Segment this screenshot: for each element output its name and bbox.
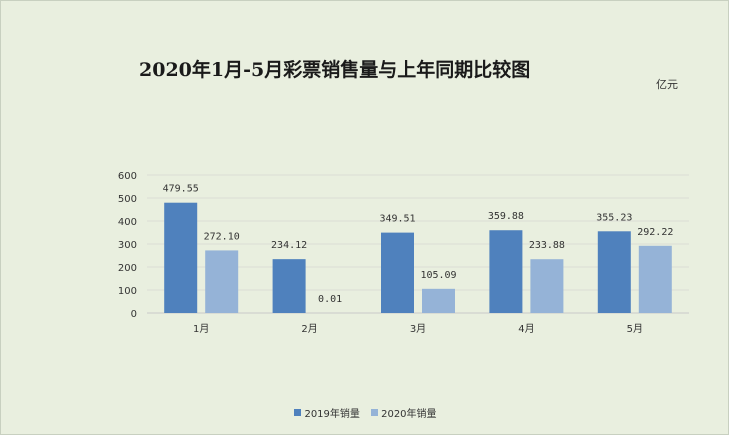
legend-item-2020: 2020年销量 xyxy=(371,405,436,420)
data-label: 292.22 xyxy=(637,227,673,238)
legend: 2019年销量 2020年销量 xyxy=(1,405,729,420)
bar-2020-1 xyxy=(205,250,238,313)
bar-2020-5 xyxy=(639,246,672,313)
legend-swatch-2020 xyxy=(371,409,378,416)
x-tick-label: 4月 xyxy=(518,323,534,335)
legend-swatch-2019 xyxy=(294,409,301,416)
legend-label-2020: 2020年销量 xyxy=(381,405,436,420)
data-label: 355.23 xyxy=(596,212,632,223)
y-tick-label: 300 xyxy=(118,240,137,251)
data-label: 479.55 xyxy=(163,184,199,195)
bar-2020-4 xyxy=(530,259,563,313)
bar-2019-1 xyxy=(164,203,197,313)
x-tick-label: 1月 xyxy=(193,323,209,335)
y-tick-label: 400 xyxy=(118,217,137,228)
x-tick-label: 5月 xyxy=(627,323,643,335)
data-label: 359.88 xyxy=(488,211,524,222)
data-label: 0.01 xyxy=(318,294,342,305)
y-tick-label: 0 xyxy=(131,309,137,320)
y-tick-label: 500 xyxy=(118,194,137,205)
data-label: 234.12 xyxy=(271,240,307,251)
bar-2020-3 xyxy=(422,289,455,313)
bar-2019-3 xyxy=(381,233,414,313)
bar-2019-4 xyxy=(489,230,522,313)
data-label: 272.10 xyxy=(204,231,240,242)
bar-2019-5 xyxy=(598,231,631,313)
data-label: 349.51 xyxy=(379,214,415,225)
data-label: 233.88 xyxy=(529,240,565,251)
data-label: 105.09 xyxy=(420,270,456,281)
y-tick-label: 600 xyxy=(118,171,137,182)
x-tick-label: 2月 xyxy=(301,323,317,335)
x-tick-label: 3月 xyxy=(410,323,426,335)
y-tick-label: 100 xyxy=(118,286,137,297)
legend-item-2019: 2019年销量 xyxy=(294,405,359,420)
legend-label-2019: 2019年销量 xyxy=(304,405,359,420)
bar-2019-2 xyxy=(273,259,306,313)
y-tick-label: 200 xyxy=(118,263,137,274)
